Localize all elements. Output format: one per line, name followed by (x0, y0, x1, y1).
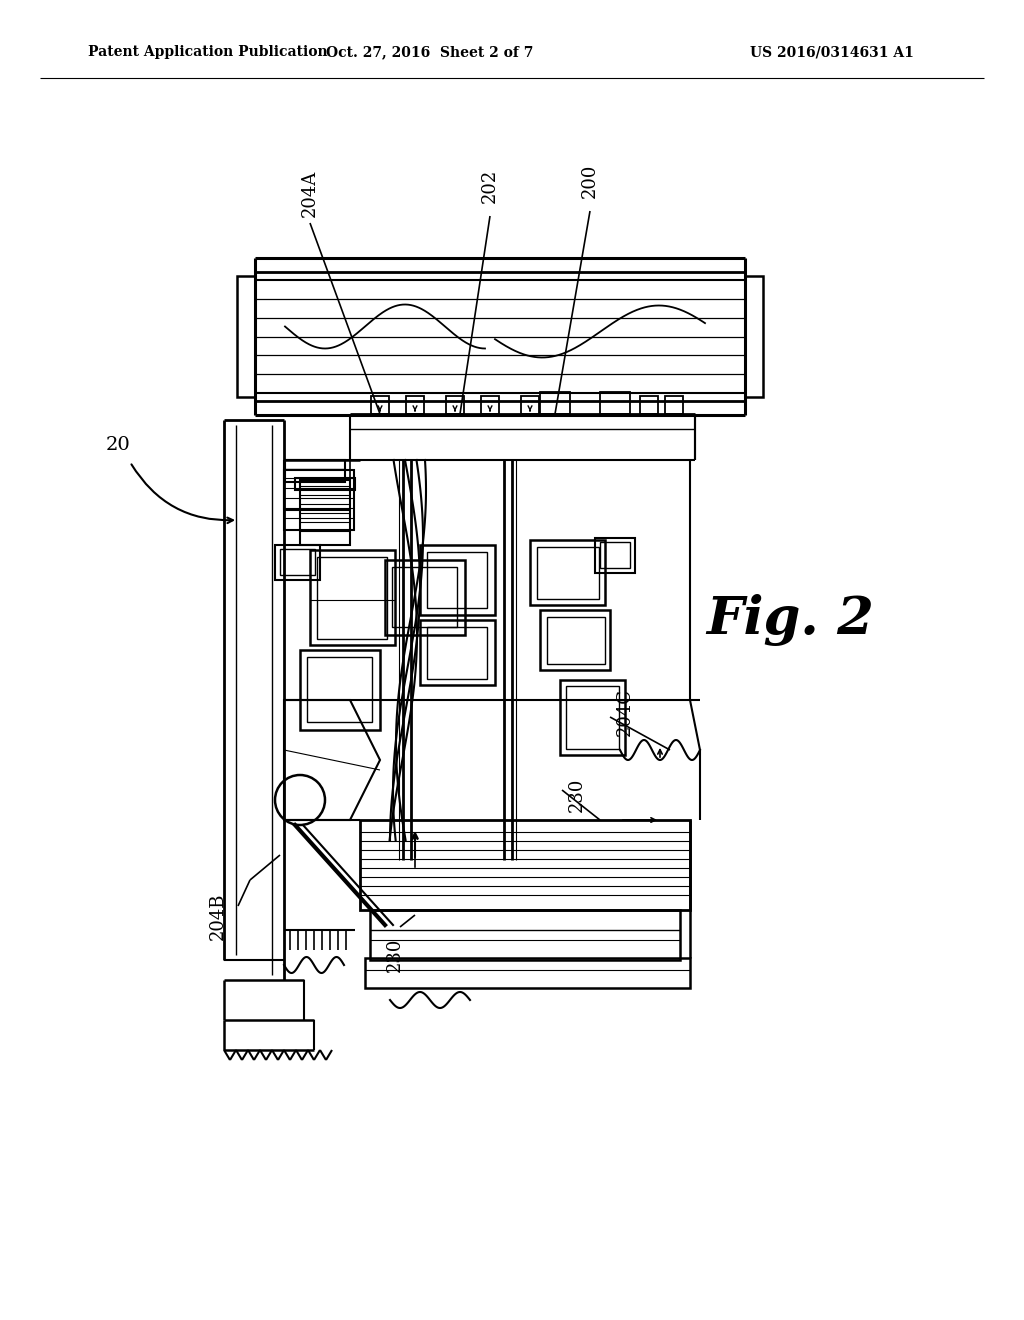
Bar (300, 649, 380, 730)
Bar (371, 396, 389, 414)
Text: US 2016/0314631 A1: US 2016/0314631 A1 (750, 45, 913, 59)
Bar (745, 276, 763, 397)
Bar (600, 392, 630, 414)
Bar (392, 568, 457, 627)
Bar (420, 545, 495, 615)
Bar (530, 540, 605, 605)
Bar (640, 396, 658, 414)
Text: 200: 200 (581, 164, 599, 198)
Text: 20: 20 (105, 436, 130, 454)
Bar (595, 539, 635, 573)
Text: 204B: 204B (209, 892, 227, 940)
Bar (385, 560, 465, 635)
Bar (360, 820, 690, 909)
Bar (285, 459, 345, 482)
Bar (300, 480, 350, 545)
Bar (275, 545, 319, 579)
Text: 230: 230 (568, 777, 586, 812)
Bar (420, 620, 495, 685)
Bar (566, 686, 618, 748)
Bar (540, 610, 610, 671)
Bar (237, 276, 255, 397)
Bar (446, 396, 464, 414)
Bar (284, 470, 354, 531)
Bar (365, 958, 690, 987)
Text: 204C: 204C (616, 688, 634, 737)
Text: 204A: 204A (301, 169, 319, 216)
Text: Patent Application Publication: Patent Application Publication (88, 45, 328, 59)
Bar (560, 680, 625, 755)
Bar (406, 396, 424, 414)
Bar (537, 546, 599, 599)
Bar (427, 627, 487, 678)
Text: 202: 202 (481, 169, 499, 203)
Bar (427, 552, 487, 609)
Bar (317, 557, 387, 639)
Bar (295, 478, 355, 490)
Bar (370, 909, 680, 960)
Bar (481, 396, 499, 414)
Text: Oct. 27, 2016  Sheet 2 of 7: Oct. 27, 2016 Sheet 2 of 7 (327, 45, 534, 59)
Text: Fig. 2: Fig. 2 (707, 594, 873, 645)
Bar (310, 550, 395, 645)
Bar (547, 616, 605, 664)
Bar (307, 657, 372, 722)
Bar (540, 392, 570, 414)
Bar (665, 396, 683, 414)
Text: 230: 230 (386, 937, 404, 973)
Bar (600, 543, 630, 568)
Bar (521, 396, 539, 414)
Bar (280, 549, 315, 576)
